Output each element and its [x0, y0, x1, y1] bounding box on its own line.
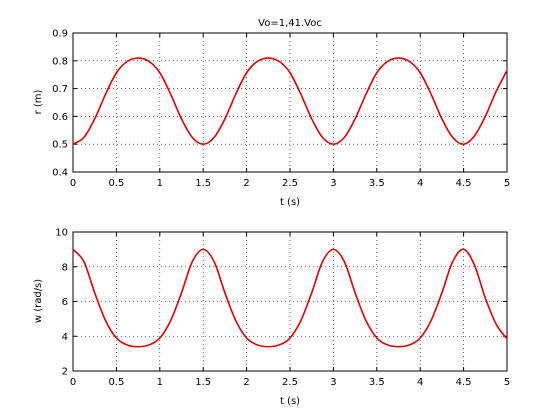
w-plot-xtick-label: 0.5 [108, 377, 124, 388]
r-plot-xtick-label: 3.5 [369, 178, 385, 189]
w-plot-xtick-label: 0 [70, 377, 76, 388]
w-plot-grid [73, 232, 507, 371]
w-plot-xtick-label: 1.5 [195, 377, 211, 388]
r-plot-xtick-label: 1.5 [195, 178, 211, 189]
r-plot-xtick-label: 3 [330, 178, 336, 189]
r-plot-ytick-label: 0.5 [52, 140, 68, 151]
chart-title: Vo=1,41.Voc [258, 18, 322, 29]
w-plot-xtick-label: 4.5 [456, 377, 472, 388]
r-plot-xlabel: t (s) [280, 197, 300, 208]
w-plot-xtick-label: 2 [243, 377, 249, 388]
w-plot: 0 0.5 1 1.5 2 2.5 3 3.5 4 4.5 5 2 4 6 8 10 t (s) w (rad… [33, 228, 510, 408]
w-plot-xtick-label: 4 [417, 377, 423, 388]
w-plot-xtick-label: 2.5 [282, 377, 298, 388]
r-plot-series-line [72, 57, 508, 146]
w-plot-xtick-label: 1 [157, 377, 163, 388]
w-plot-ytick-label: 2 [62, 367, 68, 378]
r-plot-xtick-label: 2 [243, 178, 249, 189]
w-plot-ylabel: w (rad/s) [33, 279, 44, 323]
r-plot-ytick-label: 0.9 [52, 29, 68, 40]
r-plot-ytick-label: 0.4 [52, 168, 68, 179]
r-plot-series [72, 57, 508, 146]
w-plot-ytick-label: 8 [62, 262, 68, 273]
r-plot-ytick-label: 0.7 [52, 84, 68, 95]
r-plot-ytick-label: 0.6 [52, 112, 68, 123]
r-plot-grid [73, 33, 507, 172]
r-plot: Vo=1,41.Voc 0 0.5 1 1.5 2 2.5 3 3.5 4 4.5 50.40.50… [33, 18, 510, 208]
w-plot-xlabel: t (s) [280, 396, 300, 407]
r-plot-ticks: 0 0.5 1 1.5 2 2.5 3 3.5 4 4.5 5 0.4 0.5 0.6 0.7 0.8 0.9 [52, 29, 510, 190]
w-plot-xtick-label: 3 [330, 377, 336, 388]
w-plot-series [72, 248, 508, 348]
w-plot-series-line [72, 248, 508, 348]
r-plot-ytick-label: 0.8 [52, 56, 68, 67]
w-plot-ticks: 0 0.5 1 1.5 2 2.5 3 3.5 4 4.5 5 2 4 6 8 10 [55, 228, 510, 389]
r-plot-xtick-label: 0.5 [108, 178, 124, 189]
w-plot-xtick-label: 5 [504, 377, 510, 388]
w-plot-ytick-label: 6 [62, 297, 68, 308]
r-plot-xtick-label: 0 [70, 178, 76, 189]
w-plot-ytick-label: 10 [55, 228, 68, 239]
w-plot-xtick-label: 3.5 [369, 377, 385, 388]
r-plot-xtick-label: 5 [504, 178, 510, 189]
r-plot-xtick-label: 4.5 [456, 178, 472, 189]
r-plot-xtick-label: 4 [417, 178, 423, 189]
r-plot-xtick-label: 1 [157, 178, 163, 189]
r-plot-xtick-label: 2.5 [282, 178, 298, 189]
r-plot-ylabel: r (m) [33, 89, 44, 114]
w-plot-ytick-label: 4 [62, 332, 68, 343]
